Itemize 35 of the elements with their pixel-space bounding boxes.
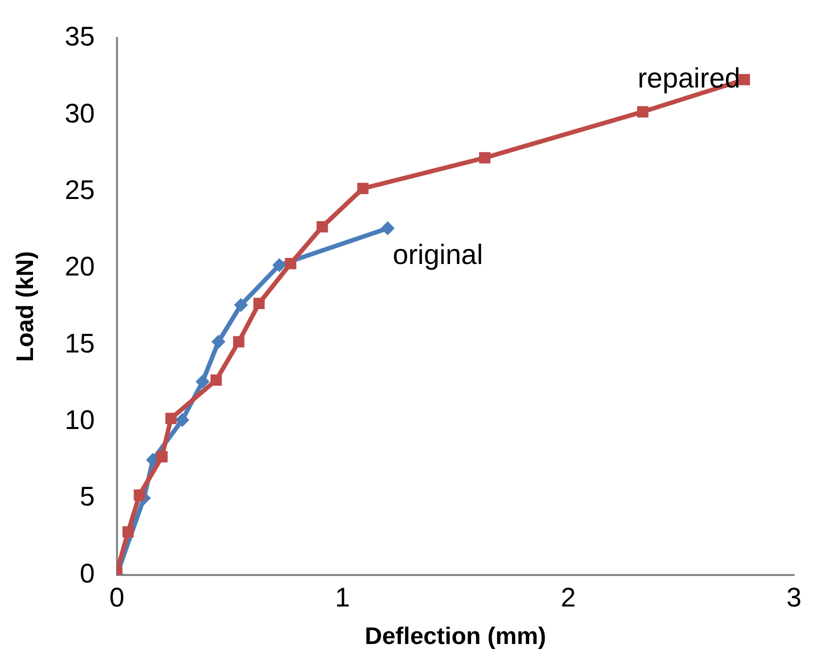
y-tick-label: 25 bbox=[64, 174, 95, 205]
point bbox=[134, 489, 146, 501]
point bbox=[637, 106, 648, 118]
point bbox=[234, 298, 248, 312]
point bbox=[479, 152, 490, 164]
y-tick-label: 0 bbox=[80, 558, 95, 588]
y-tick-label: 30 bbox=[64, 98, 95, 128]
point bbox=[284, 258, 296, 270]
point bbox=[156, 451, 168, 462]
point bbox=[211, 334, 226, 349]
y-tick-label: 20 bbox=[64, 252, 95, 282]
series-label: original bbox=[392, 239, 483, 270]
x-tick-label: 2 bbox=[560, 582, 576, 612]
series-label: repaired bbox=[638, 62, 740, 94]
y-axis-title: Load (kN) bbox=[12, 251, 40, 362]
point bbox=[165, 412, 177, 424]
point bbox=[380, 221, 395, 236]
point bbox=[175, 412, 190, 427]
point bbox=[233, 336, 244, 348]
point bbox=[272, 258, 286, 272]
point bbox=[196, 374, 210, 389]
x-axis-title: Deflection (mm) bbox=[364, 623, 546, 650]
y-tick-label: 15 bbox=[64, 328, 95, 358]
y-tick-label: 35 bbox=[64, 22, 95, 52]
point bbox=[738, 74, 750, 86]
point bbox=[357, 182, 369, 194]
point bbox=[253, 298, 265, 310]
point bbox=[122, 526, 134, 538]
y-tick-label: 10 bbox=[64, 404, 95, 435]
y-tick-label: 5 bbox=[80, 482, 95, 512]
point bbox=[316, 221, 328, 232]
x-tick-label: 3 bbox=[786, 582, 802, 612]
x-tick-label: 1 bbox=[335, 582, 350, 612]
x-tick-label: 0 bbox=[109, 582, 124, 612]
point bbox=[210, 374, 222, 386]
